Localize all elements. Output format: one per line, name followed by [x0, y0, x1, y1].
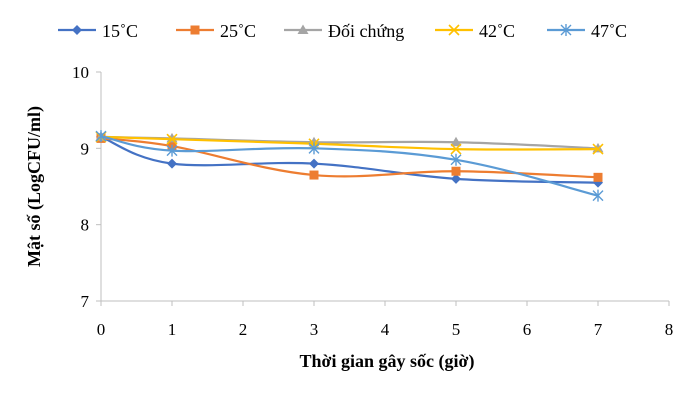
legend-marker — [190, 25, 200, 35]
y-tick-label: 10 — [72, 63, 89, 82]
legend-item: 15˚C — [58, 21, 138, 41]
legend-marker — [560, 24, 572, 36]
data-point — [450, 153, 462, 166]
legend-marker — [72, 25, 82, 35]
x-tick-label: 3 — [310, 320, 319, 339]
data-point — [450, 143, 462, 155]
series-4 — [95, 130, 604, 202]
y-tick-label: 7 — [81, 292, 90, 311]
series-line — [100, 135, 599, 184]
x-tick-label: 0 — [97, 320, 106, 339]
series-layer — [95, 130, 604, 202]
legend-label: 47˚C — [591, 21, 627, 41]
legend-label: Đối chứng — [328, 21, 404, 41]
data-point — [593, 172, 603, 182]
series-0 — [96, 131, 603, 188]
data-point — [95, 130, 107, 143]
x-tick-label: 5 — [452, 320, 461, 339]
x-tick-label: 2 — [239, 320, 248, 339]
legend-label: 42˚C — [479, 21, 515, 41]
x-tick-label: 4 — [381, 320, 390, 339]
data-point — [451, 173, 461, 184]
y-tick-label: 9 — [81, 139, 90, 158]
x-tick-label: 7 — [594, 320, 603, 339]
data-point — [309, 158, 319, 169]
data-point — [308, 142, 320, 155]
x-axis-label: Thời gian gây sốc (giờ) — [300, 351, 475, 372]
x-tick-label: 1 — [168, 320, 177, 339]
legend-item: Đối chứng — [284, 21, 404, 41]
ticks: 7 8 9 10 0 1 2 3 4 5 6 7 8 — [72, 63, 673, 339]
legend-marker — [448, 24, 460, 36]
data-point — [309, 170, 319, 180]
legend-item: 25˚C — [176, 21, 256, 41]
data-point — [450, 136, 462, 147]
legend-label: 25˚C — [220, 21, 256, 41]
legend-item: 47˚C — [547, 21, 627, 41]
legend-label: 15˚C — [102, 21, 138, 41]
series-line — [100, 135, 599, 197]
data-point — [167, 158, 177, 169]
legend-marker — [297, 24, 309, 34]
y-tick-label: 8 — [81, 216, 90, 235]
data-point — [592, 189, 604, 202]
x-tick-label: 6 — [523, 320, 532, 339]
series-line — [100, 135, 599, 151]
axes — [100, 72, 669, 302]
data-point — [166, 144, 178, 157]
legend: 15˚C 25˚C Đối chứng 42˚C 47˚C — [58, 21, 627, 41]
x-tick-label: 8 — [665, 320, 674, 339]
legend-item: 42˚C — [435, 21, 515, 41]
data-point — [592, 143, 604, 155]
data-point — [451, 166, 461, 176]
data-point — [166, 133, 178, 145]
y-axis-label: Mật số (LogCFU/ml) — [24, 106, 45, 267]
